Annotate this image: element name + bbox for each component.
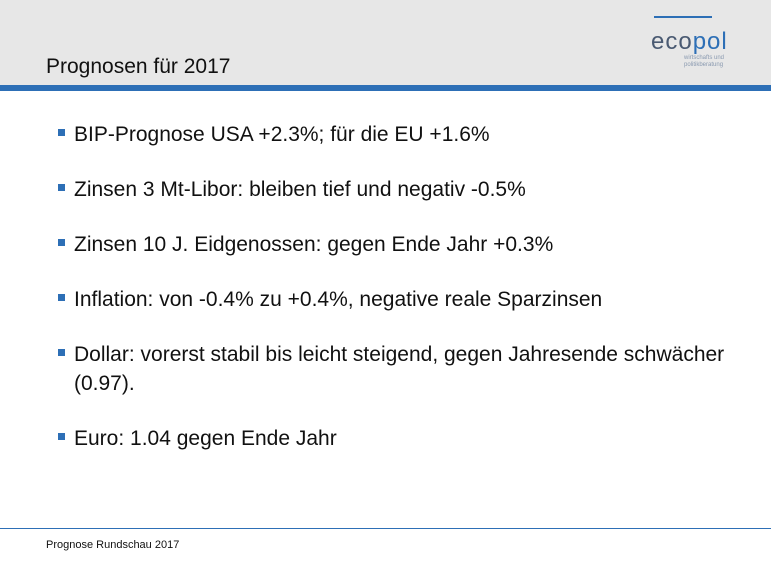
square-bullet-icon <box>58 129 65 136</box>
bullet-item: Zinsen 10 J. Eidgenossen: gegen Ende Jah… <box>58 230 758 259</box>
header-accent-bar <box>0 85 771 91</box>
bullet-item: Zinsen 3 Mt-Libor: bleiben tief und nega… <box>58 175 758 204</box>
logo-word-main: eco <box>651 28 693 55</box>
logo-tagline-line2: politikberatung <box>684 62 724 68</box>
slide-header: Prognosen für 2017 ecopol wirtschafts un… <box>0 0 771 85</box>
logo-rule <box>654 16 712 18</box>
square-bullet-icon <box>58 349 65 356</box>
square-bullet-icon <box>58 239 65 246</box>
logo-tagline: wirtschafts und politikberatung <box>684 55 728 69</box>
bullet-text: Zinsen 3 Mt-Libor: bleiben tief und nega… <box>74 178 526 201</box>
slide-title: Prognosen für 2017 <box>46 55 231 78</box>
bullet-item: Euro: 1.04 gegen Ende Jahr <box>58 424 758 453</box>
ecopol-logo: ecopol wirtschafts und politikberatung <box>648 14 728 74</box>
bullet-text: Euro: 1.04 gegen Ende Jahr <box>74 427 337 450</box>
bullet-item: Inflation: von -0.4% zu +0.4%, negative … <box>58 285 758 314</box>
bullet-item: Dollar: vorerst stabil bis leicht steige… <box>58 340 758 398</box>
logo-tagline-line1: wirtschafts und <box>684 55 725 61</box>
logo-wordmark: ecopol <box>651 28 728 56</box>
bullet-item: BIP-Prognose USA +2.3%; für die EU +1.6% <box>58 120 758 149</box>
footer-divider <box>0 528 771 529</box>
bullet-text: Dollar: vorerst stabil bis leicht steige… <box>74 343 725 395</box>
square-bullet-icon <box>58 433 65 440</box>
logo-word-accent: pol <box>692 28 728 55</box>
square-bullet-icon <box>58 184 65 191</box>
square-bullet-icon <box>58 294 65 301</box>
bullet-list: BIP-Prognose USA +2.3%; für die EU +1.6%… <box>58 120 758 479</box>
bullet-text: BIP-Prognose USA +2.3%; für die EU +1.6% <box>74 123 490 146</box>
bullet-text: Zinsen 10 J. Eidgenossen: gegen Ende Jah… <box>74 233 554 256</box>
bullet-text: Inflation: von -0.4% zu +0.4%, negative … <box>74 288 603 311</box>
footer-text: Prognose Rundschau 2017 <box>46 539 180 551</box>
